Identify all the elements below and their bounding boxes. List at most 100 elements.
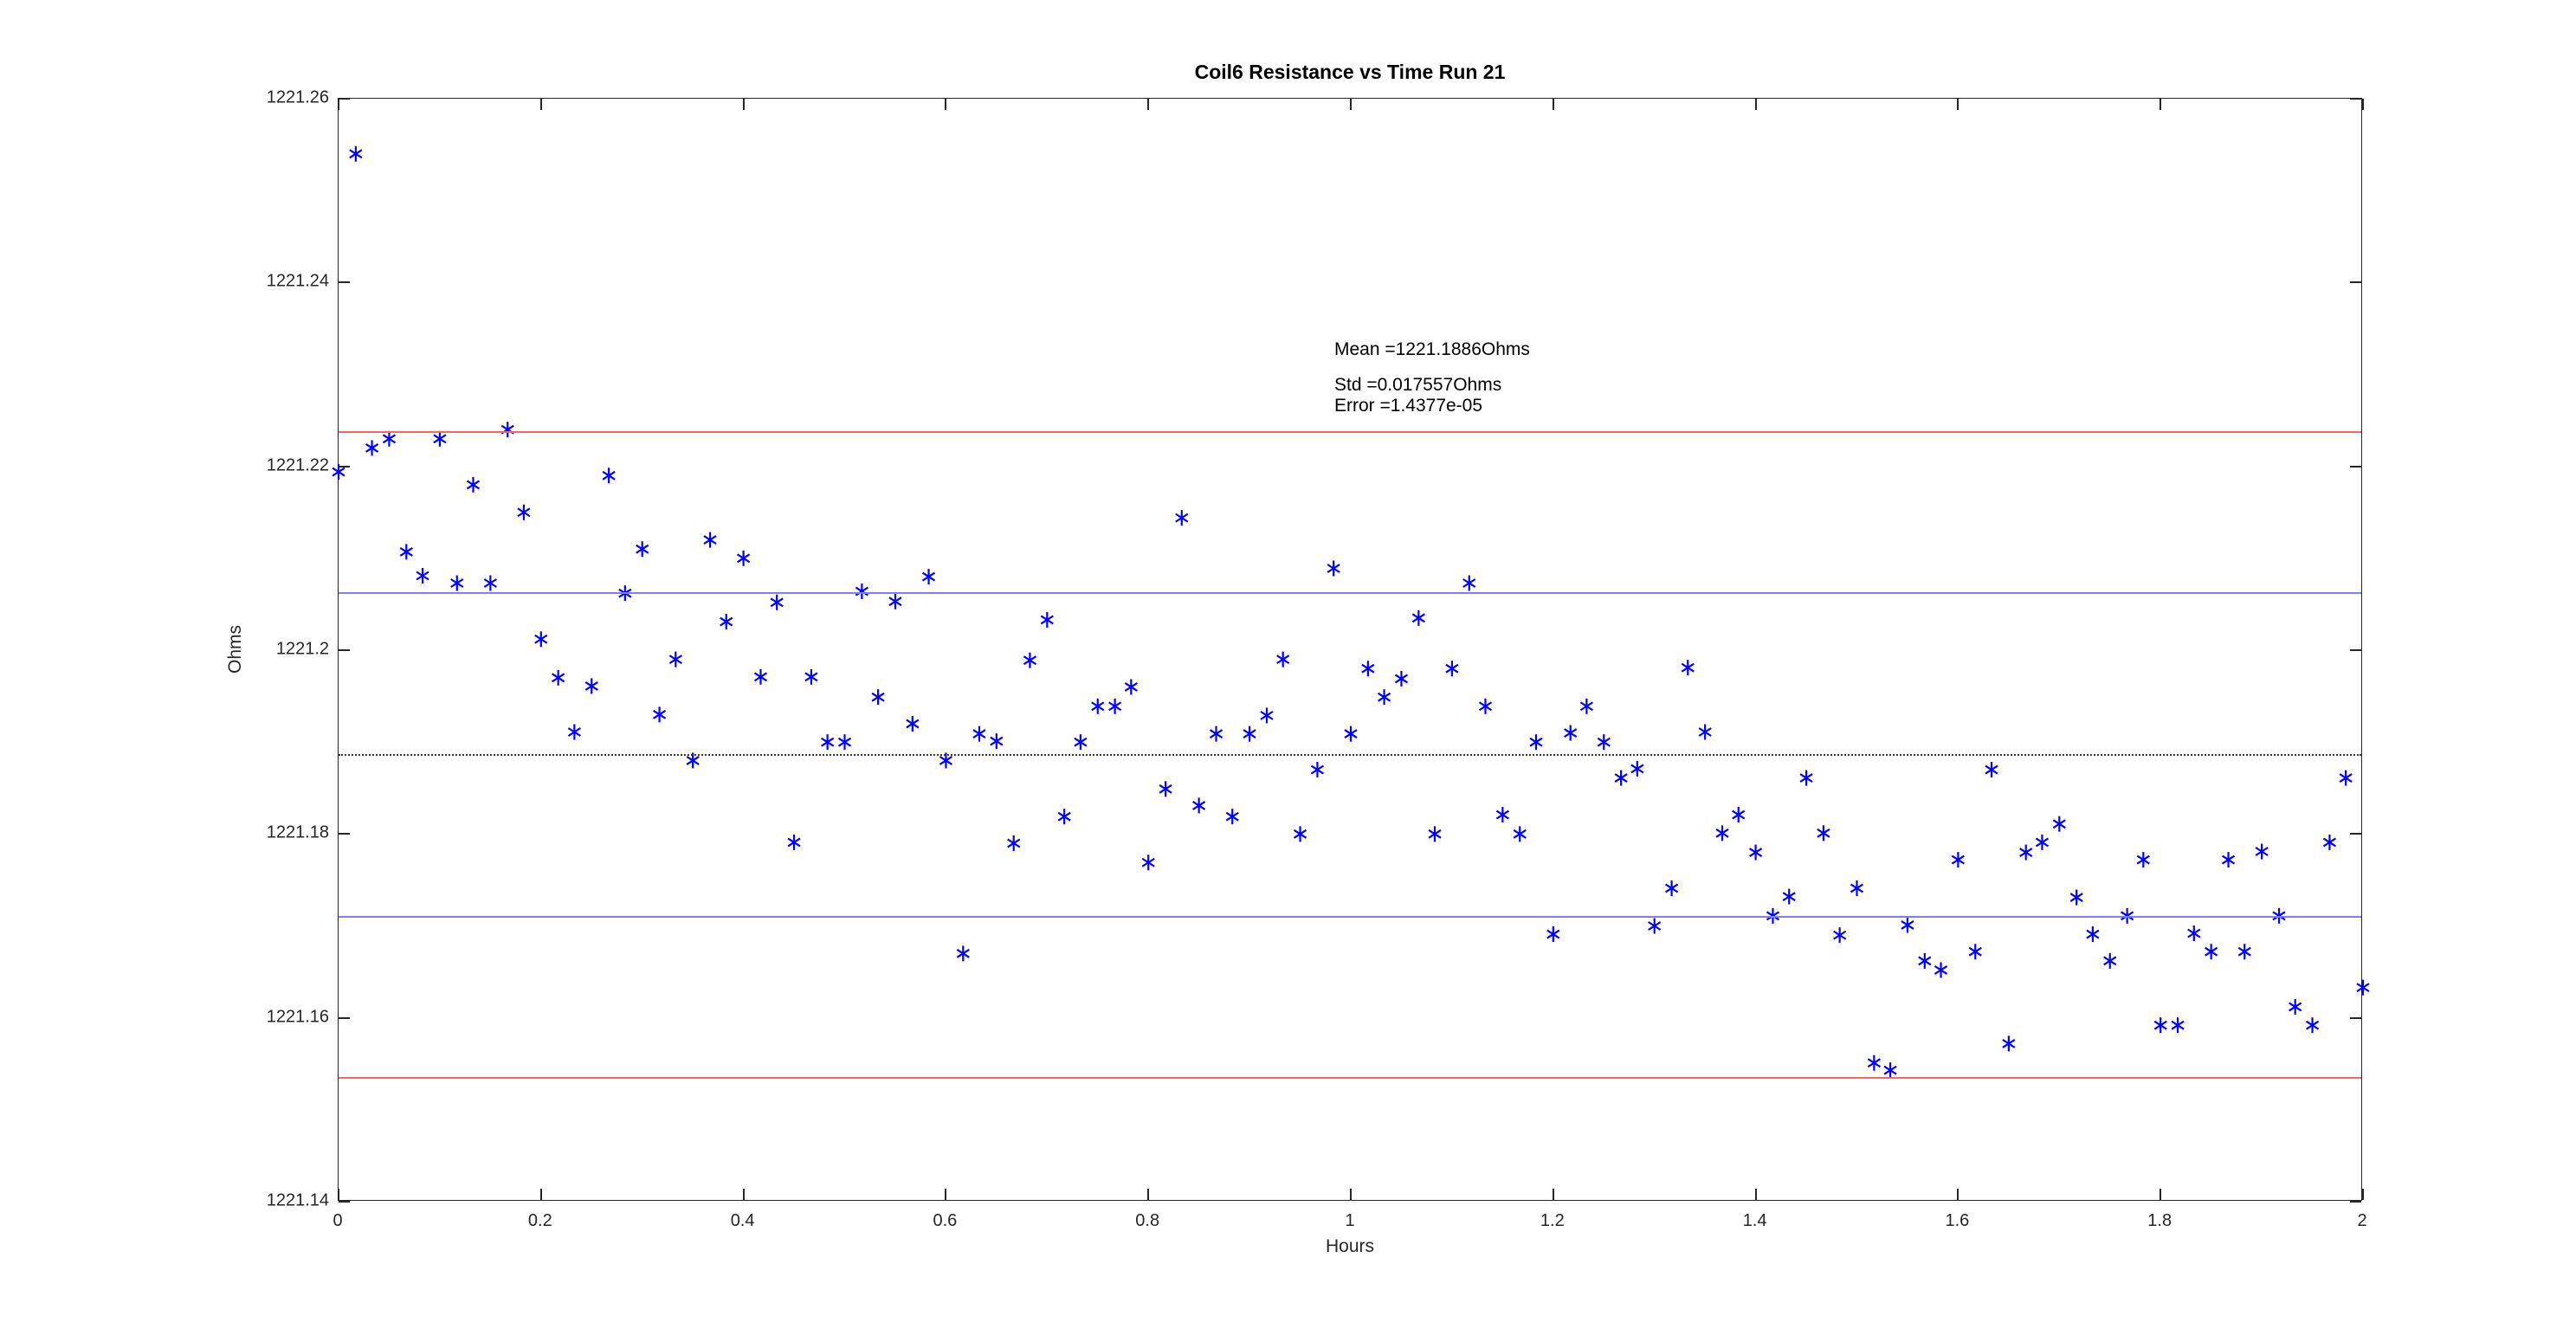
data-point-marker — [1529, 734, 1543, 751]
data-point-marker — [1867, 1054, 1881, 1071]
data-point-marker — [1007, 835, 1021, 851]
data-point-marker — [871, 689, 885, 706]
data-point-marker — [365, 440, 379, 456]
data-point-marker — [466, 476, 481, 493]
data-point-marker — [1192, 797, 1206, 814]
data-point-marker — [2153, 1017, 2167, 1034]
data-point-marker — [1495, 807, 1509, 823]
upper-2std-line — [339, 431, 2361, 434]
x-tick — [1754, 99, 1757, 110]
y-tick-label: 1221.18 — [266, 822, 329, 842]
data-point-marker — [1664, 880, 1679, 896]
data-point-marker — [2086, 926, 2100, 943]
data-point-marker — [753, 668, 768, 685]
plot-area: Mean =1221.1886Ohms Std =0.017557Ohms Er… — [332, 98, 2370, 1203]
mean-annotation: Mean =1221.1886Ohms — [1334, 339, 1530, 359]
data-point-marker — [2103, 952, 2117, 969]
x-tick — [1957, 99, 1959, 110]
x-tick — [539, 1189, 542, 1200]
data-point-marker — [1124, 679, 1138, 695]
data-point-marker — [906, 715, 920, 732]
y-tick — [2350, 1016, 2361, 1019]
data-point-marker — [552, 669, 565, 686]
x-tick — [1552, 99, 1554, 110]
data-point-marker — [1732, 807, 1746, 823]
data-point-marker — [1681, 660, 1695, 676]
data-point-marker — [1546, 926, 1560, 943]
y-tick — [339, 1016, 350, 1019]
y-tick-label: 1221.2 — [275, 639, 329, 659]
y-tick-label: 1221.14 — [266, 1190, 329, 1210]
data-point-marker — [1057, 809, 1071, 825]
y-tick — [339, 98, 350, 100]
data-point-marker — [1799, 770, 1813, 786]
data-point-marker — [2237, 944, 2251, 960]
data-point-marker — [2069, 889, 2083, 906]
data-point-marker — [1630, 760, 1644, 777]
data-point-marker — [1175, 510, 1189, 526]
data-point-marker — [1209, 726, 1223, 742]
data-point-marker — [1377, 689, 1391, 706]
y-tick — [339, 281, 350, 284]
stats-annotation: Mean =1221.1886Ohms Std =0.017557Ohms Er… — [1334, 339, 1530, 416]
data-point-marker — [668, 651, 682, 668]
data-point-marker — [1918, 952, 1932, 969]
x-tick — [2362, 1189, 2364, 1200]
data-point-marker — [584, 678, 598, 694]
x-tick — [338, 1189, 339, 1200]
data-point-marker — [804, 668, 818, 685]
data-point-marker — [500, 422, 514, 438]
y-tick — [339, 649, 350, 651]
data-point-marker — [2305, 1017, 2320, 1034]
data-point-marker — [821, 734, 835, 751]
y-tick — [339, 1201, 350, 1203]
data-point-marker — [2052, 816, 2066, 832]
data-point-marker — [1293, 826, 1307, 842]
error-annotation: Error =1.4377e-05 — [1334, 396, 1483, 416]
data-point-marker — [1023, 652, 1037, 668]
x-tick-label: 0.6 — [933, 1211, 958, 1230]
data-point-marker — [1782, 888, 1796, 905]
x-tick-label: 0.8 — [1135, 1211, 1160, 1230]
data-point-marker — [1985, 762, 1998, 778]
data-point-marker — [2255, 843, 2269, 860]
y-tick — [2350, 1201, 2361, 1203]
data-point-marker — [1817, 825, 1830, 842]
data-point-marker — [1428, 826, 1442, 842]
mean-line — [339, 754, 2361, 757]
x-tick-label: 1 — [1345, 1211, 1355, 1230]
data-point-marker — [1108, 698, 1122, 714]
data-point-marker — [888, 593, 902, 609]
data-point-marker — [972, 726, 986, 742]
scatter-markers — [332, 145, 2370, 1079]
data-point-marker — [1141, 855, 1155, 871]
data-point-marker — [1344, 726, 1358, 742]
x-tick — [1350, 1189, 1352, 1200]
data-point-marker — [1715, 825, 1729, 842]
data-point-marker — [450, 575, 464, 591]
data-point-marker — [787, 834, 801, 850]
y-tick — [2350, 465, 2361, 468]
data-point-marker — [720, 614, 733, 630]
data-point-marker — [1411, 609, 1425, 626]
data-point-marker — [1074, 734, 1088, 751]
data-point-marker — [1462, 575, 1476, 591]
data-point-marker — [1883, 1062, 1897, 1079]
data-point-marker — [1597, 734, 1611, 751]
y-tick — [339, 465, 350, 468]
x-tick-label: 1.4 — [1742, 1211, 1767, 1230]
data-point-marker — [1091, 698, 1105, 714]
data-point-marker — [737, 550, 751, 566]
data-point-marker — [1225, 809, 1239, 825]
chart-title: Coil6 Resistance vs Time Run 21 — [1194, 61, 1506, 83]
data-point-marker — [636, 541, 649, 558]
data-point-marker — [534, 631, 548, 648]
data-point-marker — [1040, 611, 1054, 628]
data-point-marker — [2289, 998, 2302, 1015]
data-point-marker — [1394, 670, 1409, 687]
y-tick — [2350, 649, 2361, 651]
data-point-marker — [2187, 925, 2201, 941]
y-tick — [2350, 98, 2361, 100]
x-tick — [1957, 1189, 1959, 1200]
